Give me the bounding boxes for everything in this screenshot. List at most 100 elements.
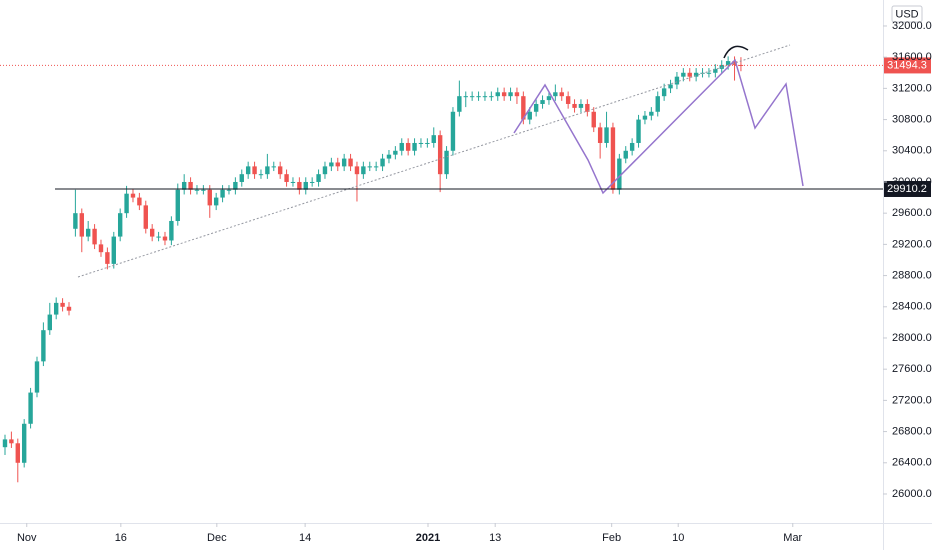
overlay: 29910.2 31494.3 bbox=[0, 57, 931, 197]
candle-body bbox=[393, 150, 398, 155]
candle-body bbox=[162, 236, 168, 241]
y-tick-label: 28800.0 bbox=[892, 269, 932, 281]
plot-area bbox=[2, 56, 744, 483]
x-tick-label: 13 bbox=[489, 532, 501, 544]
candle-body bbox=[713, 68, 718, 73]
candle-body bbox=[636, 119, 641, 143]
candle-body bbox=[418, 142, 424, 144]
x-tick-label: Nov bbox=[17, 532, 37, 544]
candle-body bbox=[2, 439, 8, 448]
candle-body bbox=[290, 181, 296, 183]
currency-label[interactable]: USD bbox=[895, 8, 918, 20]
candle-body bbox=[252, 166, 257, 175]
y-tick-label: 27600.0 bbox=[892, 363, 932, 375]
candle-body bbox=[66, 306, 72, 311]
x-tick-label: Mar bbox=[783, 532, 802, 544]
candle-body bbox=[482, 96, 488, 98]
candle-body bbox=[540, 100, 545, 104]
arc-drawing bbox=[723, 45, 749, 59]
y-tick-label: 32000.0 bbox=[892, 20, 932, 32]
candle-body bbox=[188, 181, 193, 190]
candle-body bbox=[604, 127, 609, 143]
candle-body bbox=[15, 443, 20, 463]
candle-body bbox=[73, 213, 78, 229]
candle-body bbox=[98, 244, 104, 253]
candle-body bbox=[629, 142, 635, 151]
x-tick-label: Dec bbox=[207, 532, 227, 544]
candle-body bbox=[661, 88, 667, 97]
candle-body bbox=[476, 96, 481, 98]
candle-body bbox=[431, 135, 436, 143]
candle-body bbox=[28, 392, 33, 424]
candle-body bbox=[149, 228, 155, 237]
candle-body bbox=[105, 252, 110, 264]
candle-body bbox=[194, 189, 200, 191]
candle-body bbox=[706, 72, 712, 74]
candle-body bbox=[463, 96, 468, 98]
candle-body bbox=[156, 236, 161, 238]
candle-body bbox=[361, 166, 366, 175]
x-tick-label: Feb bbox=[602, 532, 621, 544]
candle-body bbox=[271, 166, 276, 168]
y-tick-label: 29200.0 bbox=[892, 238, 932, 250]
candle-body bbox=[303, 181, 308, 190]
currency-box[interactable] bbox=[891, 5, 923, 23]
candle-body bbox=[143, 205, 148, 229]
candle-body bbox=[642, 115, 648, 120]
x-tick-label: 2021 bbox=[416, 532, 440, 544]
candle-body bbox=[655, 96, 660, 112]
candle-body bbox=[572, 103, 577, 108]
candle-body bbox=[386, 154, 392, 159]
candle-body bbox=[623, 150, 628, 159]
candle-body bbox=[85, 228, 91, 237]
candle-body bbox=[34, 361, 40, 393]
candle-body bbox=[533, 103, 539, 112]
x-tick-label: 14 bbox=[299, 532, 311, 544]
candle-body bbox=[649, 111, 654, 116]
candle-body bbox=[239, 174, 244, 182]
candle-body bbox=[585, 103, 590, 112]
candle-body bbox=[610, 127, 616, 190]
y-tick-label: 29600.0 bbox=[892, 207, 932, 219]
candle-body bbox=[245, 166, 251, 175]
candle-body bbox=[284, 174, 289, 182]
candle-body bbox=[226, 189, 232, 191]
candle-body bbox=[553, 92, 558, 97]
last-price-label-box bbox=[884, 57, 931, 74]
candle-body bbox=[124, 193, 129, 214]
candle-body bbox=[469, 96, 475, 98]
candle-body bbox=[53, 302, 59, 315]
candle-body bbox=[316, 174, 321, 182]
candle-body bbox=[367, 166, 372, 168]
y-tick-label: 31200.0 bbox=[892, 82, 932, 94]
candle-body bbox=[591, 111, 596, 128]
candle-body bbox=[111, 236, 116, 264]
horizontal-line-label: 29910.2 bbox=[887, 183, 927, 195]
candle-body bbox=[137, 197, 142, 206]
y-tick-label: 26800.0 bbox=[892, 425, 932, 437]
candle-body bbox=[341, 158, 347, 167]
candle-body bbox=[399, 142, 404, 151]
candle-body bbox=[559, 92, 564, 97]
y-tick-label: 28000.0 bbox=[892, 332, 932, 344]
candle-body bbox=[41, 330, 46, 362]
candle-body bbox=[354, 166, 360, 175]
candle-body bbox=[674, 76, 680, 85]
candle-body bbox=[444, 150, 449, 175]
candle-body bbox=[546, 96, 552, 101]
candle-body bbox=[60, 302, 65, 307]
candle-body bbox=[380, 158, 385, 167]
horizontal-line-label-box bbox=[884, 180, 931, 197]
candle-body bbox=[207, 189, 212, 206]
candle-body bbox=[495, 92, 500, 97]
candle-body bbox=[47, 314, 52, 331]
candle-body bbox=[117, 213, 123, 237]
candle-body bbox=[233, 181, 238, 190]
candle-body bbox=[213, 197, 219, 206]
candle-body bbox=[521, 96, 526, 120]
candle-body bbox=[508, 92, 513, 97]
candle-body bbox=[309, 181, 315, 183]
candle-body bbox=[21, 423, 27, 463]
